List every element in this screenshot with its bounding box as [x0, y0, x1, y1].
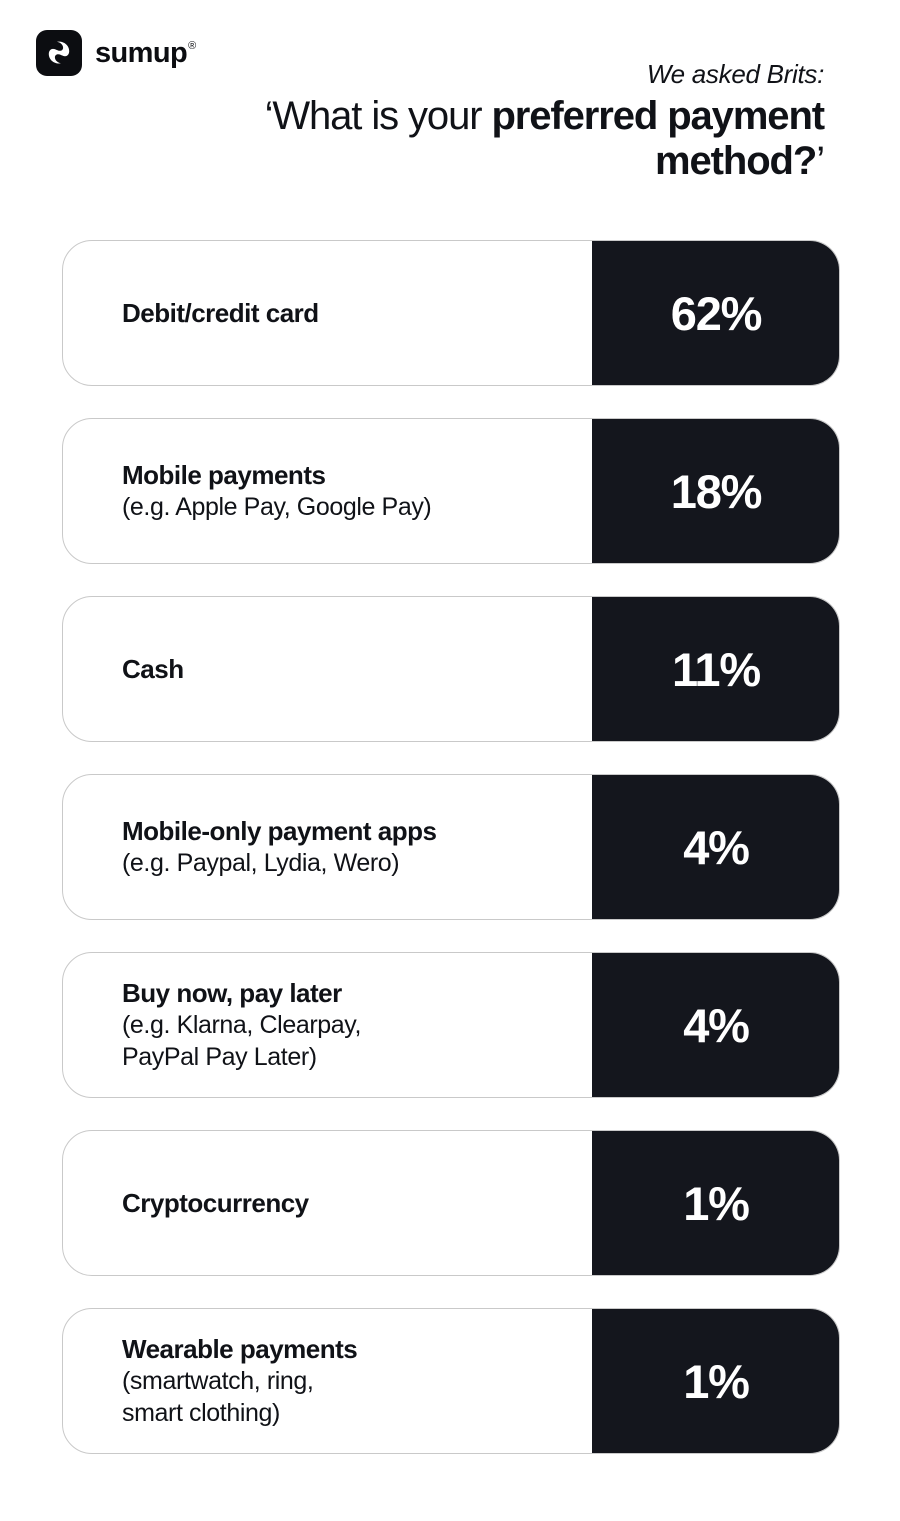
payment-method-bar-chart: Debit/credit card 62% Mobile payments (e…	[62, 240, 840, 1454]
table-row: Debit/credit card 62%	[62, 240, 840, 386]
row-label-main: Mobile-only payment apps	[122, 816, 437, 846]
row-label-main: Cash	[122, 654, 184, 684]
row-value-text: 1%	[683, 1354, 750, 1408]
headline-suffix: ’	[816, 139, 825, 183]
table-row: Mobile-only payment apps (e.g. Paypal, L…	[62, 774, 840, 920]
headline-emphasis-first: preferred	[491, 94, 658, 138]
title-block: We asked Brits: ‘What is your preferred …	[264, 58, 826, 184]
row-value-text: 62%	[670, 286, 763, 340]
sumup-wordmark: sumup ®	[95, 36, 196, 69]
row-label-group: Cryptocurrency	[122, 1131, 582, 1275]
row-value-text: 18%	[670, 464, 763, 518]
row-value-panel: 11%	[592, 597, 839, 741]
row-label-sub: (e.g. Paypal, Lydia, Wero)	[122, 849, 400, 877]
row-label-group: Cash	[122, 597, 582, 741]
row-value-text: 4%	[683, 998, 750, 1052]
row-label-group: Mobile payments (e.g. Apple Pay, Google …	[122, 419, 582, 563]
eyebrow-text: We asked Brits:	[646, 59, 824, 89]
row-value-panel: 62%	[592, 241, 839, 385]
row-value-text: 1%	[683, 1176, 750, 1230]
row-label-sub: (smartwatch, ring, smart clothing)	[122, 1367, 314, 1427]
row-label-main: Cryptocurrency	[122, 1188, 309, 1218]
row-label-group: Mobile-only payment apps (e.g. Paypal, L…	[122, 775, 582, 919]
table-row: Buy now, pay later (e.g. Klarna, Clearpa…	[62, 952, 840, 1098]
registered-trademark-icon: ®	[188, 39, 196, 52]
row-value-panel: 1%	[592, 1309, 839, 1453]
row-label-main: Buy now, pay later	[122, 978, 342, 1008]
row-label-main: Mobile payments	[122, 460, 326, 490]
sumup-wordmark-text: sumup	[95, 36, 188, 69]
table-row: Wearable payments (smartwatch, ring, sma…	[62, 1308, 840, 1454]
table-row: Cryptocurrency 1%	[62, 1130, 840, 1276]
row-label-main: Debit/credit card	[122, 298, 319, 328]
headline: ‘What is your preferred payment method?’	[264, 94, 826, 184]
row-value-panel: 4%	[592, 953, 839, 1097]
headline-prefix: ‘What is your	[264, 94, 492, 138]
table-row: Mobile payments (e.g. Apple Pay, Google …	[62, 418, 840, 564]
row-label-group: Wearable payments (smartwatch, ring, sma…	[122, 1309, 582, 1453]
row-value-panel: 18%	[592, 419, 839, 563]
row-value-text: 4%	[683, 820, 750, 874]
headline-emphasis-second: payment method?	[655, 94, 825, 183]
sumup-brand-logo: sumup ®	[36, 30, 196, 76]
row-label-sub: (e.g. Klarna, Clearpay, PayPal Pay Later…	[122, 1011, 362, 1071]
sumup-logomark-icon	[36, 30, 82, 76]
row-value-panel: 4%	[592, 775, 839, 919]
row-label-sub: (e.g. Apple Pay, Google Pay)	[122, 493, 432, 521]
row-value-panel: 1%	[592, 1131, 839, 1275]
table-row: Cash 11%	[62, 596, 840, 742]
row-label-group: Debit/credit card	[122, 241, 582, 385]
infographic-header: sumup ® We asked Brits: ‘What is your pre…	[0, 0, 900, 210]
row-label-main: Wearable payments	[122, 1334, 358, 1364]
row-label-group: Buy now, pay later (e.g. Klarna, Clearpa…	[122, 953, 582, 1097]
row-value-text: 11%	[672, 642, 761, 696]
